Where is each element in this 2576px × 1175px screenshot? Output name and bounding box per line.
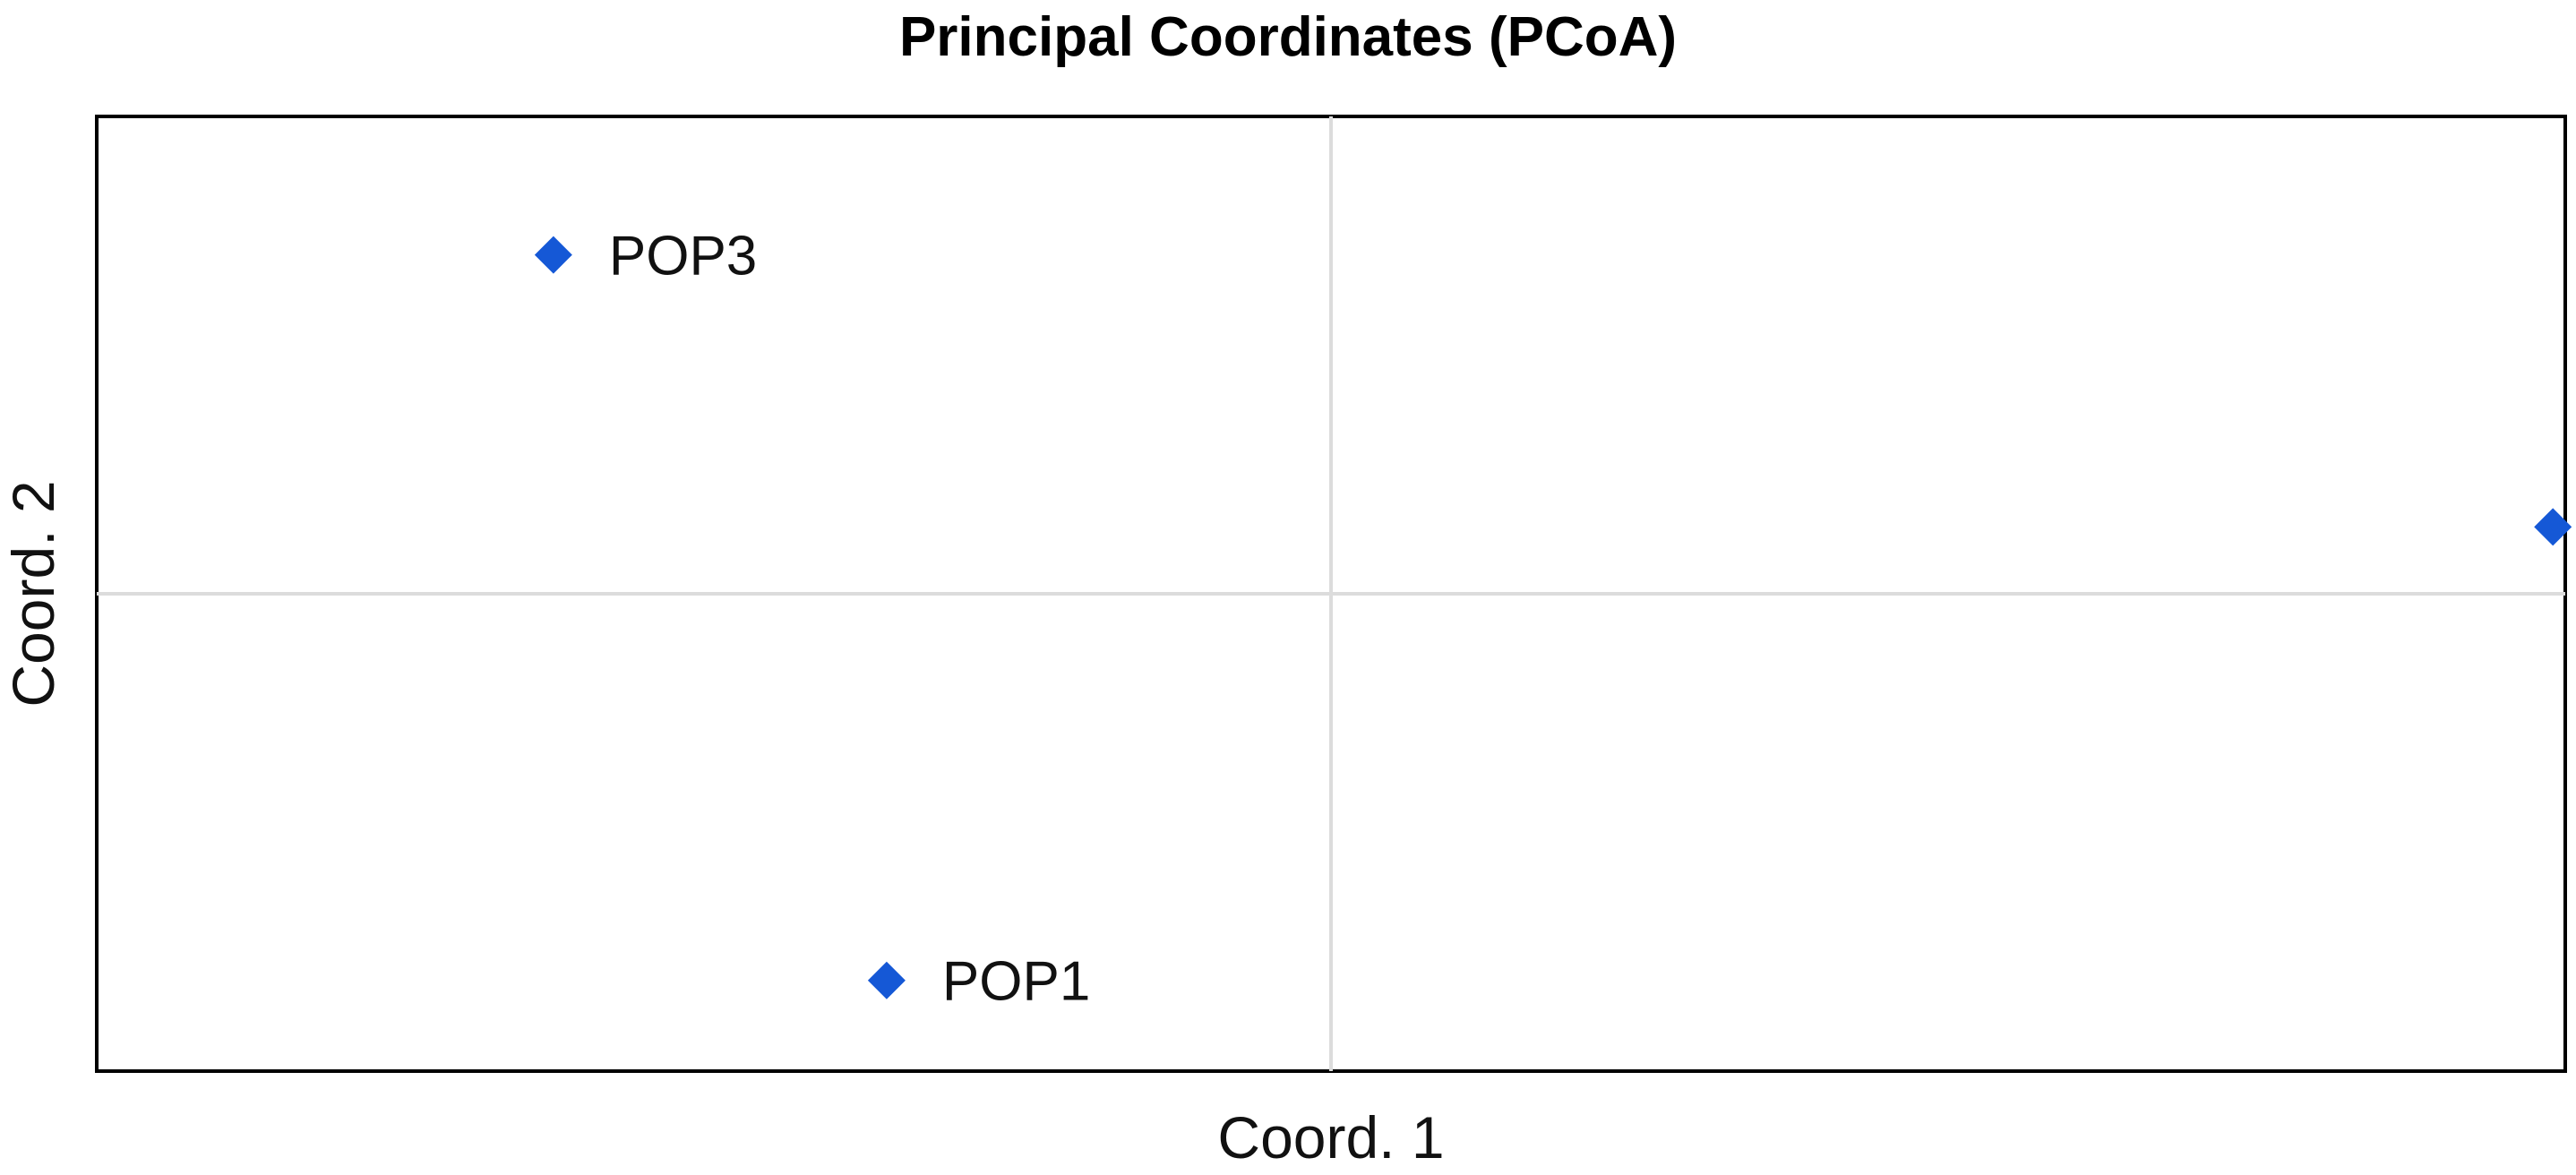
chart-title: Principal Coordinates (PCoA) — [899, 6, 1677, 68]
x-axis-label: Coord. 1 — [1217, 1104, 1444, 1171]
data-point-pop3 — [534, 236, 572, 274]
points-layer: POP1POP2POP3 — [534, 226, 2572, 1013]
y-axis-label: Coord. 2 — [0, 480, 66, 707]
point-label-pop3: POP3 — [609, 226, 757, 287]
data-point-pop2 — [2534, 508, 2572, 546]
plot-area: POP1POP2POP3 — [95, 115, 2572, 1073]
point-label-pop1: POP1 — [942, 951, 1090, 1013]
data-point-pop1 — [867, 961, 906, 999]
